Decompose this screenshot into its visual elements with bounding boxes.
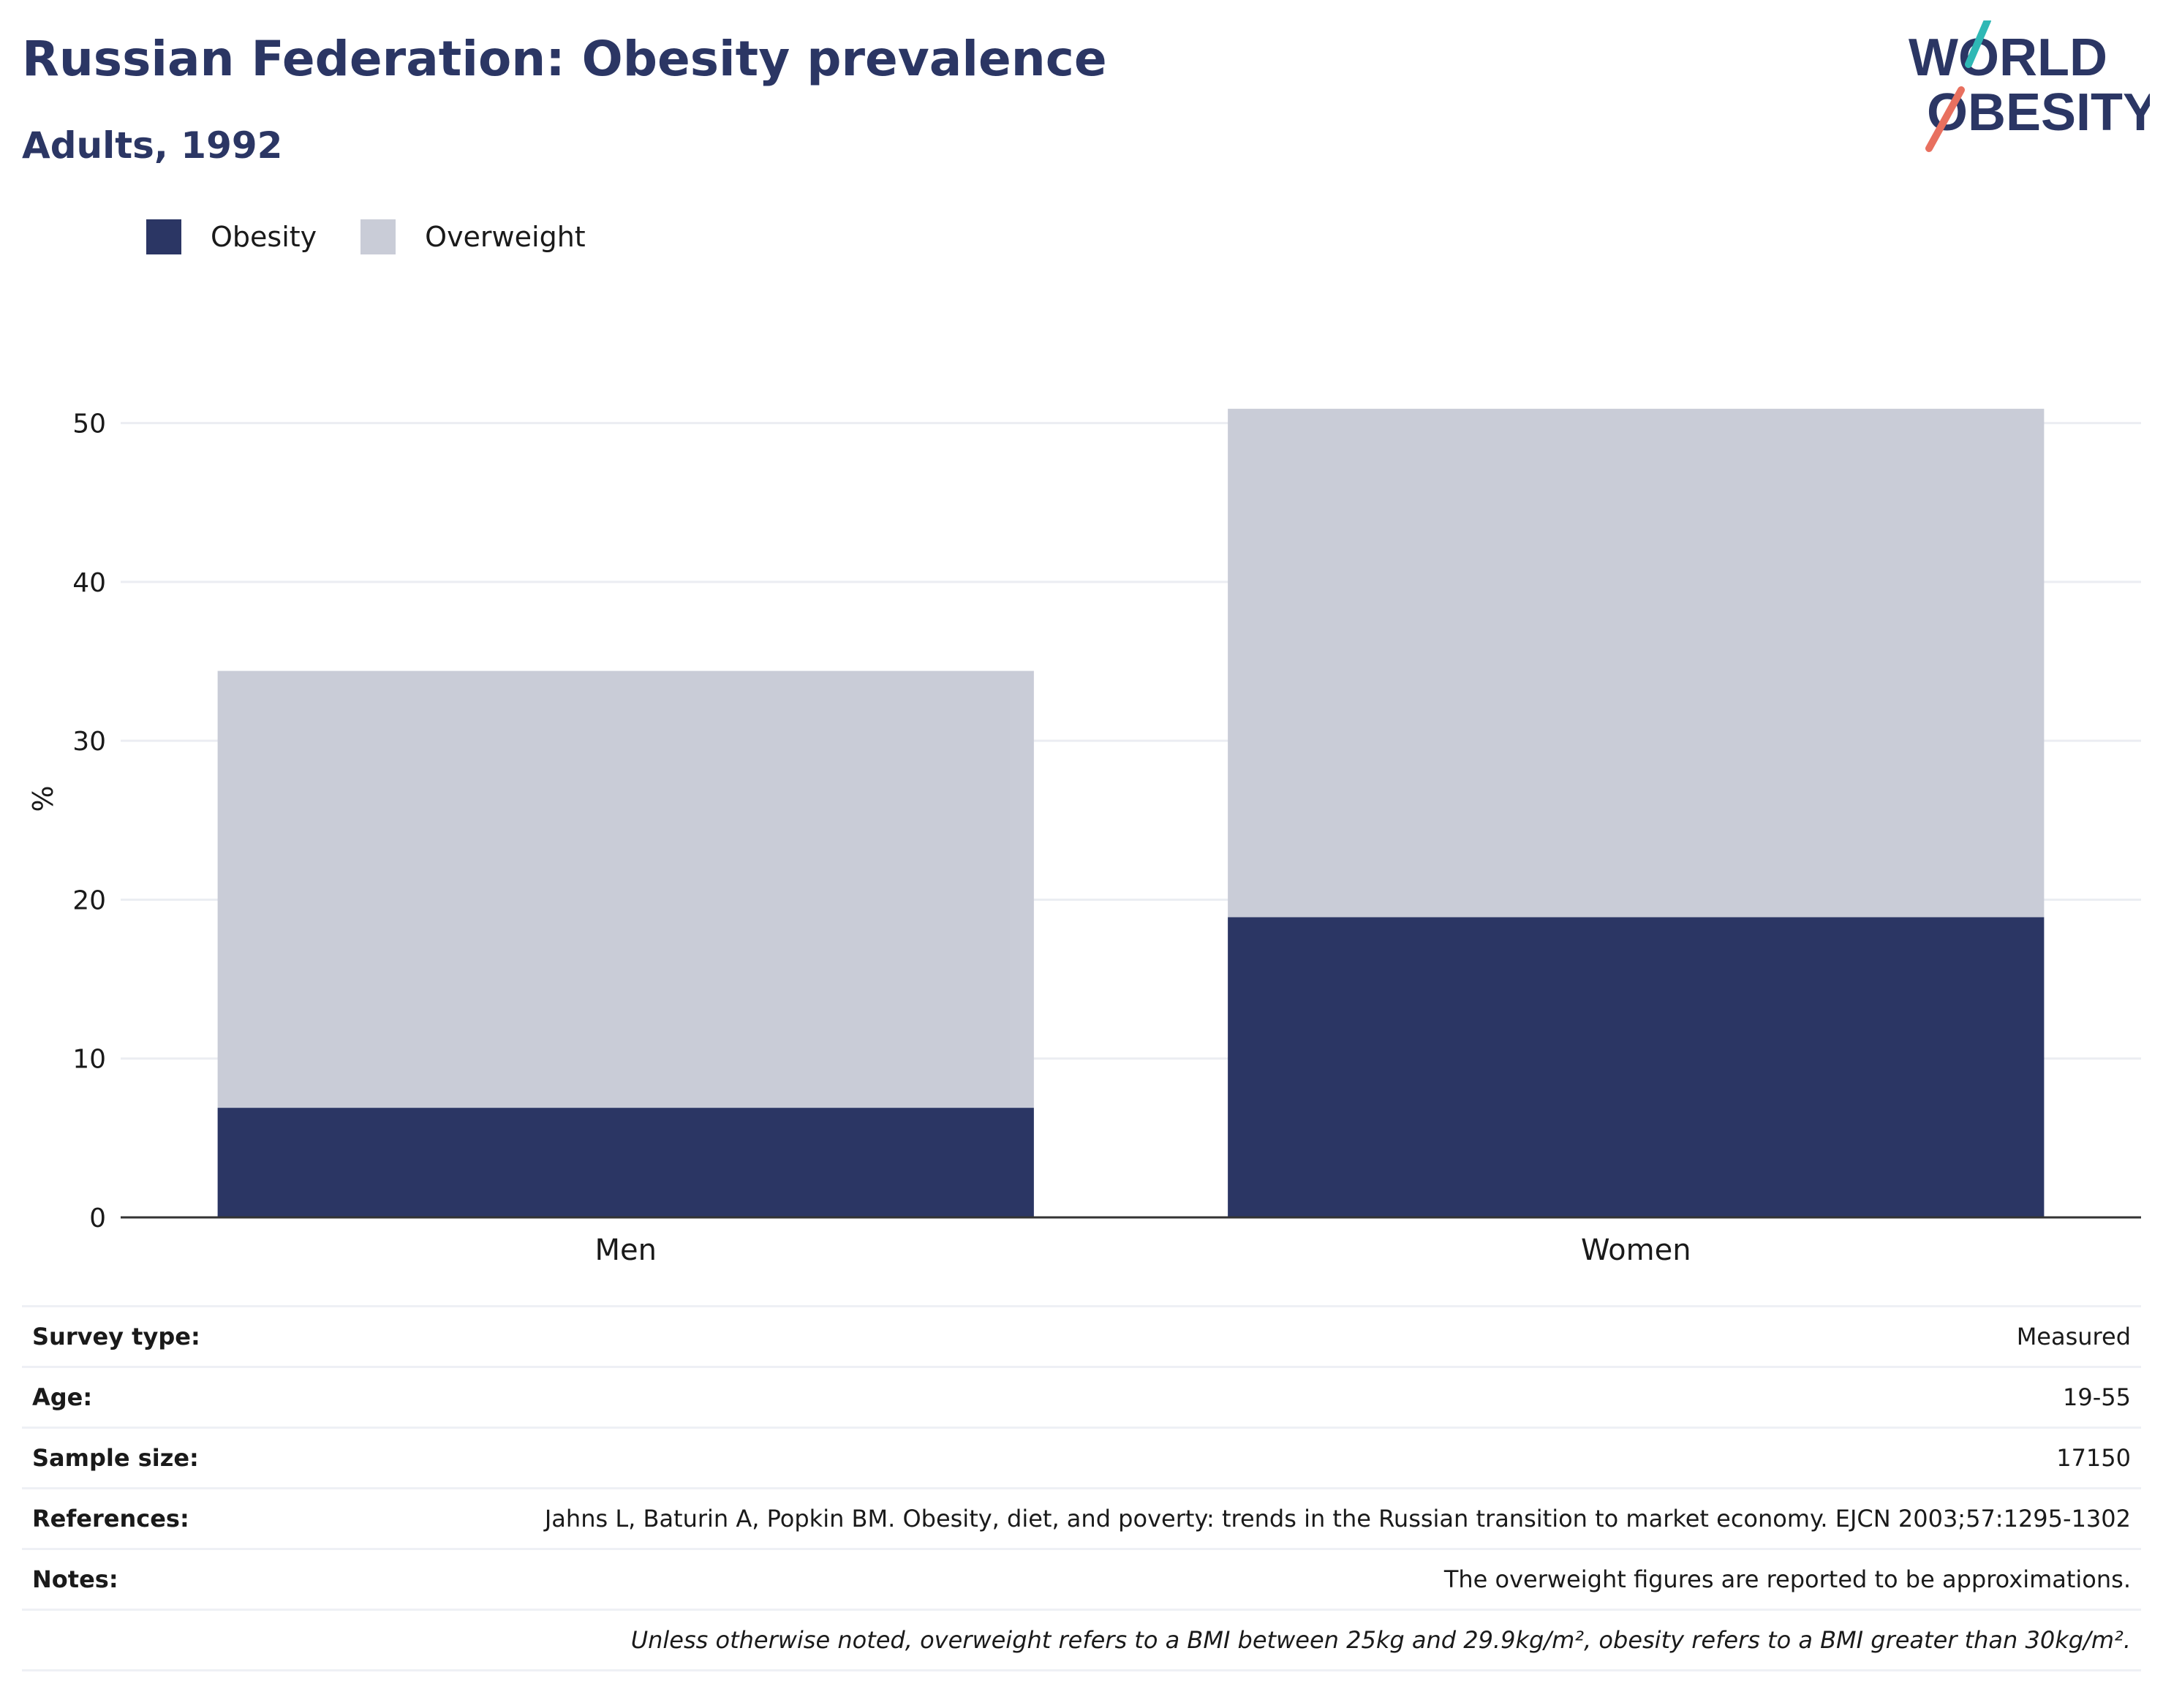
y-axis-label: % xyxy=(27,785,59,812)
bar-chart: 0 10 20 30 40 50% Men Women xyxy=(27,409,2141,1267)
bar-obesity-men xyxy=(217,1108,1034,1217)
bar-overweight-women xyxy=(1228,409,2045,918)
info-row-footnote: Unless otherwise noted, overweight refer… xyxy=(22,1609,2141,1671)
legend-swatch-obesity xyxy=(146,219,181,254)
x-tick-label: Women xyxy=(1581,1233,1691,1267)
info-key-empty xyxy=(22,1609,262,1671)
legend: Obesity Overweight xyxy=(146,218,630,256)
info-value: Jahns L, Baturin A, Popkin BM. Obesity, … xyxy=(262,1487,2141,1549)
info-row-references: References: Jahns L, Baturin A, Popkin B… xyxy=(22,1487,2141,1549)
info-key: Age: xyxy=(22,1366,262,1428)
chart-title: Russian Federation: Obesity prevalence xyxy=(22,31,1107,87)
info-key: Notes: xyxy=(22,1548,262,1610)
bmi-footnote: Unless otherwise noted, overweight refer… xyxy=(262,1609,2141,1671)
logo-text-obesity: OBESITY xyxy=(1927,83,2150,142)
info-value: The overweight figures are reported to b… xyxy=(262,1548,2141,1610)
info-row-sample-size: Sample size: 17150 xyxy=(22,1427,2141,1489)
y-tick-label: 0 xyxy=(89,1203,106,1233)
info-key: References: xyxy=(22,1487,262,1549)
logo-coral-slash xyxy=(1925,86,1965,152)
world-obesity-logo: WORLD OBESITY xyxy=(1909,20,2150,152)
logo-text-world: WORLD xyxy=(1909,29,2107,87)
info-value: 19-55 xyxy=(262,1366,2141,1428)
y-tick-label: 40 xyxy=(72,568,106,598)
y-tick-label: 30 xyxy=(72,727,106,757)
legend-swatch-overweight xyxy=(360,219,396,254)
info-row-survey-type: Survey type: Measured xyxy=(22,1305,2141,1367)
legend-item-obesity[interactable]: Obesity xyxy=(146,219,317,254)
info-row-age: Age: 19-55 xyxy=(22,1366,2141,1428)
x-tick-label: Men xyxy=(595,1233,657,1267)
bar-obesity-women xyxy=(1228,917,2045,1217)
info-key: Survey type: xyxy=(22,1305,262,1367)
survey-info-table: Survey type: Measured Age: 19-55 Sample … xyxy=(22,1305,2141,1671)
chart-subtitle: Adults, 1992 xyxy=(22,124,283,167)
legend-label-obesity: Obesity xyxy=(211,221,317,253)
y-tick-label: 10 xyxy=(72,1045,106,1075)
legend-label-overweight: Overweight xyxy=(425,221,586,253)
y-tick-label: 20 xyxy=(72,885,106,915)
info-key: Sample size: xyxy=(22,1427,262,1489)
logo-teal-slash xyxy=(1965,20,1991,68)
y-tick-label: 50 xyxy=(72,409,106,439)
info-value: Measured xyxy=(262,1305,2141,1367)
bar-overweight-men xyxy=(217,670,1034,1108)
info-row-notes: Notes: The overweight figures are report… xyxy=(22,1548,2141,1610)
info-value: 17150 xyxy=(262,1427,2141,1489)
legend-item-overweight[interactable]: Overweight xyxy=(360,219,586,254)
